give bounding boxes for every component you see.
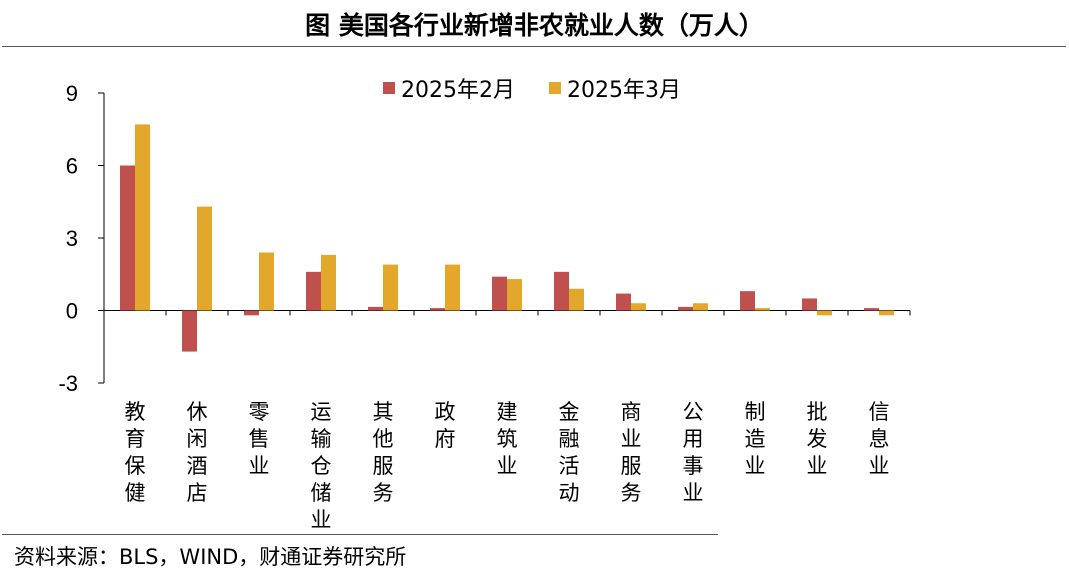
x-category-label-char: 运 [311, 400, 332, 424]
x-category-label-char: 健 [125, 481, 146, 505]
bar-mar-12 [817, 310, 832, 316]
x-category-label-char: 育 [125, 427, 146, 451]
bar-mar-5 [383, 264, 398, 311]
x-category-label-char: 输 [311, 427, 332, 451]
x-category-label-char: 批 [807, 400, 828, 424]
x-category-label-char: 政 [435, 400, 456, 424]
bar-feb-1 [120, 165, 135, 311]
x-category-label-char: 储 [311, 481, 332, 505]
x-category-label-char: 府 [435, 427, 456, 451]
x-category-label-char: 建 [497, 400, 518, 424]
bar-mar-10 [693, 303, 708, 311]
x-category-labels: 教育保健休闲酒店零售业运输仓储业其他服务政府建筑业金融活动商业服务公用事业制造业… [125, 400, 890, 532]
bar-feb-2 [182, 310, 197, 352]
x-category-label-char: 用 [683, 427, 704, 451]
x-category-label-char: 酒 [187, 454, 208, 478]
x-category-label-char: 业 [683, 481, 704, 505]
x-category-label-char: 业 [249, 454, 270, 478]
bar-mar-2 [197, 206, 212, 311]
x-category-label-char: 业 [497, 454, 518, 478]
bar-mar-11 [755, 308, 770, 311]
x-category-label-char: 动 [559, 481, 580, 505]
bar-mar-3 [259, 252, 274, 311]
legend-swatch-1 [383, 82, 395, 94]
source-divider [2, 534, 718, 535]
y-tick-label: -3 [58, 371, 78, 396]
chart-legend: 2025年2月 2025年3月 [383, 78, 681, 103]
x-category-label-char: 商 [621, 400, 642, 424]
bar-mar-6 [445, 264, 460, 311]
x-category-label-char: 发 [807, 427, 828, 451]
x-category-label-char: 服 [373, 454, 394, 478]
x-category-label-char: 事 [683, 454, 704, 478]
legend-swatch-2 [549, 82, 561, 94]
x-category-label-char: 业 [869, 454, 890, 478]
x-category-label-char: 售 [249, 427, 270, 451]
x-category-label-char: 保 [125, 454, 146, 478]
bar-feb-11 [740, 291, 755, 311]
bar-feb-4 [306, 271, 321, 311]
bar-mar-4 [321, 254, 336, 311]
y-tick-label: 9 [66, 81, 78, 106]
bar-mar-9 [631, 303, 646, 311]
title-divider [2, 46, 1066, 47]
x-category-label-char: 务 [373, 481, 394, 505]
bar-feb-10 [678, 306, 693, 311]
x-category-label-char: 业 [807, 454, 828, 478]
x-category-label-char: 零 [249, 400, 270, 424]
chart-bars [120, 124, 894, 352]
bar-mar-13 [879, 310, 894, 316]
y-tick-label: 0 [66, 299, 78, 324]
x-category-label-char: 活 [559, 454, 580, 478]
x-category-label-char: 务 [621, 481, 642, 505]
bar-feb-7 [492, 276, 507, 311]
chart-title: 图 美国各行业新增非农就业人数（万人） [305, 11, 764, 40]
y-tick-label: 6 [66, 154, 78, 179]
x-category-label-char: 业 [311, 508, 332, 532]
x-category-label-char: 业 [621, 427, 642, 451]
bar-feb-8 [554, 271, 569, 311]
bar-feb-12 [802, 298, 817, 311]
bar-feb-5 [368, 306, 383, 311]
x-category-label-char: 服 [621, 454, 642, 478]
y-tick-label: 3 [66, 226, 78, 251]
x-category-label-char: 息 [869, 427, 890, 451]
x-category-label-char: 业 [745, 454, 766, 478]
x-category-label-char: 休 [187, 400, 208, 424]
bar-feb-13 [864, 308, 879, 311]
legend-label-1: 2025年2月 [401, 78, 515, 103]
x-category-label-char: 教 [125, 400, 146, 424]
bar-feb-6 [430, 308, 445, 311]
x-category-label-char: 筑 [497, 427, 518, 451]
x-category-label-char: 仓 [311, 454, 332, 478]
bar-feb-3 [244, 310, 259, 316]
bar-mar-1 [135, 124, 150, 311]
x-category-label-char: 闲 [187, 427, 208, 451]
x-category-label-char: 信 [869, 400, 890, 424]
x-category-label-char: 制 [745, 400, 766, 424]
x-category-label-char: 公 [683, 400, 704, 424]
chart-axes [98, 92, 911, 384]
x-category-label-char: 其 [373, 400, 394, 424]
legend-label-2: 2025年3月 [567, 78, 681, 103]
x-category-label-char: 店 [187, 481, 208, 505]
x-category-label-char: 融 [559, 427, 580, 451]
x-category-label-char: 他 [373, 427, 394, 451]
bar-feb-9 [616, 293, 631, 311]
y-tick-labels: -3 0 3 6 9 [58, 81, 78, 396]
x-category-label-char: 金 [559, 400, 580, 424]
x-category-label-char: 造 [745, 427, 766, 451]
bar-mar-7 [507, 279, 522, 311]
bar-mar-8 [569, 288, 584, 311]
source-note: 资料来源：BLS，WIND，财通证券研究所 [14, 545, 407, 569]
